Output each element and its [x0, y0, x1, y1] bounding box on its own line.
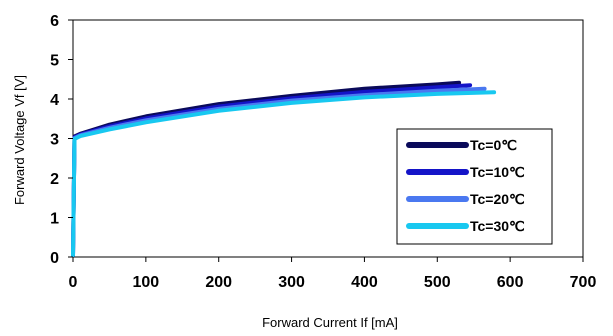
x-tick-label: 300	[278, 274, 305, 291]
y-tick-label: 0	[50, 250, 59, 267]
y-tick-label: 2	[50, 171, 59, 188]
x-axis-ticks: 0 100 200 300 400 500 600 700	[69, 257, 597, 291]
x-axis-title: Forward Current If [mA]	[262, 315, 398, 330]
y-tick-label: 4	[50, 92, 59, 109]
x-tick-label: 0	[69, 274, 78, 291]
y-tick-label: 3	[50, 132, 59, 149]
y-tick-label: 5	[50, 53, 59, 70]
series-line-tc30c	[71, 90, 497, 257]
legend-label: Tc=0℃	[470, 137, 517, 153]
x-tick-label: 600	[497, 274, 524, 291]
x-tick-label: 200	[205, 274, 232, 291]
legend-label: Tc=20℃	[470, 191, 525, 207]
x-tick-label: 700	[570, 274, 597, 291]
legend-label: Tc=30℃	[470, 218, 525, 234]
legend-label: Tc=10℃	[470, 164, 525, 180]
x-tick-label: 500	[424, 274, 451, 291]
y-axis-ticks: 0 1 2 3 4 5 6	[50, 13, 73, 267]
x-tick-label: 400	[351, 274, 378, 291]
series-layer	[71, 80, 497, 257]
x-tick-label: 100	[133, 274, 160, 291]
y-axis-title: Forward Voltage Vf [V]	[12, 75, 27, 205]
y-tick-label: 6	[50, 13, 59, 30]
y-tick-label: 1	[50, 211, 59, 228]
legend: Tc=0℃ Tc=10℃ Tc=20℃ Tc=30℃	[396, 128, 553, 245]
